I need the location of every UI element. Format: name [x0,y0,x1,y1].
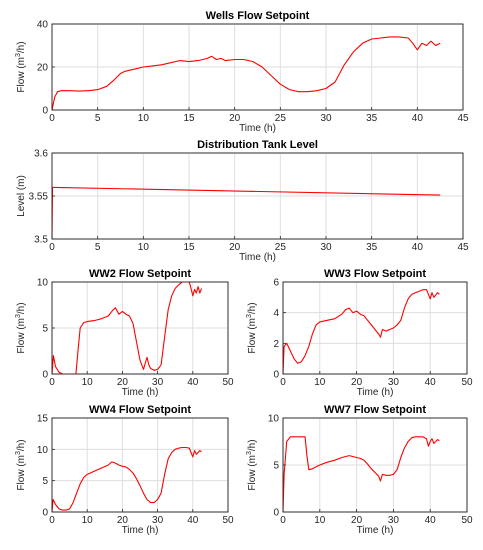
y-tick-label: 0 [42,370,48,381]
x-tick-label: 10 [82,377,94,388]
chart-panel: 0 10 20 30 40 50 0 5 10 15 WW4 Flow Setpoint Time (… [15,404,234,536]
x-tick-label: 40 [425,377,437,388]
chart-panel: 0 5 10 15 20 25 30 35 40 45 0 20 40 Wells Flow Setpoi… [15,10,469,134]
x-tick-label: 0 [49,113,55,124]
chart-title: Distribution Tank Level [197,139,318,151]
x-tick-label: 35 [366,113,378,124]
y-tick-label: 3.6 [34,149,48,160]
chart-title: WW3 Flow Setpoint [324,268,426,280]
x-axis-label: Time (h) [122,525,159,536]
x-tick-label: 40 [412,242,424,253]
x-tick-label: 40 [187,377,199,388]
x-axis-label: Time (h) [239,123,276,134]
x-tick-label: 30 [388,515,400,526]
x-tick-label: 40 [412,113,424,124]
y-tick-label: 15 [37,414,49,425]
y-tick-label: 0 [42,508,48,519]
y-axis-label: Flow (m3/h) [15,439,27,490]
y-tick-label: 6 [273,278,279,289]
y-axis-label: Flow (m3/h) [15,41,27,92]
x-tick-label: 40 [187,515,199,526]
y-tick-label: 10 [268,414,280,425]
chart-panel: 0 10 20 30 40 50 0 5 10 WW2 Flow Setpoint Time (h)… [15,268,234,398]
y-tick-label: 10 [37,445,49,456]
x-tick-label: 0 [49,377,55,388]
chart-title: Wells Flow Setpoint [206,10,310,22]
x-tick-label: 20 [351,377,363,388]
x-tick-label: 10 [138,242,150,253]
y-tick-label: 3.55 [29,192,49,203]
y-tick-label: 0 [273,508,279,519]
chart-panel: 0 10 20 30 40 50 0 5 10 WW7 Flow Setpoint Time (h)… [246,404,473,536]
y-axis-label: Flow (m3/h) [246,439,258,490]
x-tick-label: 25 [275,242,287,253]
x-tick-label: 20 [117,515,129,526]
series-line [282,436,440,513]
x-tick-label: 10 [138,113,150,124]
series-line [51,446,202,513]
chart-title: WW7 Flow Setpoint [324,404,426,416]
chart-title: WW4 Flow Setpoint [89,404,191,416]
y-axis-label: Flow (m3/h) [246,302,258,353]
x-tick-label: 0 [49,515,55,526]
series-line [51,36,441,111]
y-tick-label: 10 [37,278,49,289]
y-tick-label: 3.5 [34,235,48,246]
x-tick-label: 30 [388,377,400,388]
x-tick-label: 30 [152,377,164,388]
chart-title: WW2 Flow Setpoint [89,268,191,280]
y-tick-label: 5 [273,461,279,472]
axes-frame [51,417,229,513]
series-line [282,289,440,375]
x-tick-label: 10 [314,515,326,526]
x-tick-label: 20 [229,242,241,253]
x-tick-label: 5 [95,113,101,124]
y-tick-label: 40 [37,20,49,31]
x-tick-label: 0 [49,242,55,253]
axes-frame [282,281,468,375]
x-tick-label: 15 [183,113,195,124]
x-axis-label: Time (h) [239,252,276,263]
x-tick-label: 45 [457,242,469,253]
x-tick-label: 10 [82,515,94,526]
x-tick-label: 50 [222,377,234,388]
x-tick-label: 50 [222,515,234,526]
y-tick-label: 20 [37,63,49,74]
x-tick-label: 0 [280,377,286,388]
x-axis-label: Time (h) [357,525,394,536]
x-tick-label: 45 [457,113,469,124]
y-tick-label: 2 [273,339,279,350]
x-tick-label: 20 [117,377,129,388]
x-tick-label: 5 [95,242,101,253]
y-tick-label: 5 [42,324,48,335]
x-tick-label: 20 [229,113,241,124]
x-tick-label: 50 [461,515,473,526]
x-tick-label: 35 [366,242,378,253]
x-tick-label: 30 [152,515,164,526]
x-tick-label: 0 [280,515,286,526]
chart-panel: 0 10 20 30 40 50 0 2 4 6 WW3 Flow Setpoint Time (h)… [246,268,473,398]
plot-area [282,281,468,375]
y-tick-label: 4 [273,308,279,319]
y-tick-label: 5 [42,476,48,487]
y-tick-label: 0 [42,106,48,117]
x-tick-label: 20 [351,515,363,526]
x-tick-label: 50 [461,377,473,388]
chart-panel: 0 5 10 15 20 25 30 35 40 45 3.5 3.55 3.6 Distribution… [16,139,469,263]
x-tick-label: 30 [320,113,332,124]
y-tick-label: 0 [273,370,279,381]
plot-area [51,417,229,513]
x-tick-label: 15 [183,242,195,253]
x-axis-label: Time (h) [122,387,159,398]
x-axis-label: Time (h) [357,387,394,398]
y-axis-label: Level (m) [16,175,27,217]
x-tick-label: 30 [320,242,332,253]
y-axis-label: Flow (m3/h) [15,302,27,353]
x-tick-label: 40 [425,515,437,526]
x-tick-label: 10 [314,377,326,388]
x-tick-label: 25 [275,113,287,124]
